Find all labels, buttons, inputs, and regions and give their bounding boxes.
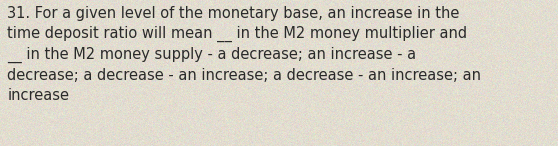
Text: 31. For a given level of the monetary base, an increase in the
time deposit rati: 31. For a given level of the monetary ba… [7, 6, 481, 103]
